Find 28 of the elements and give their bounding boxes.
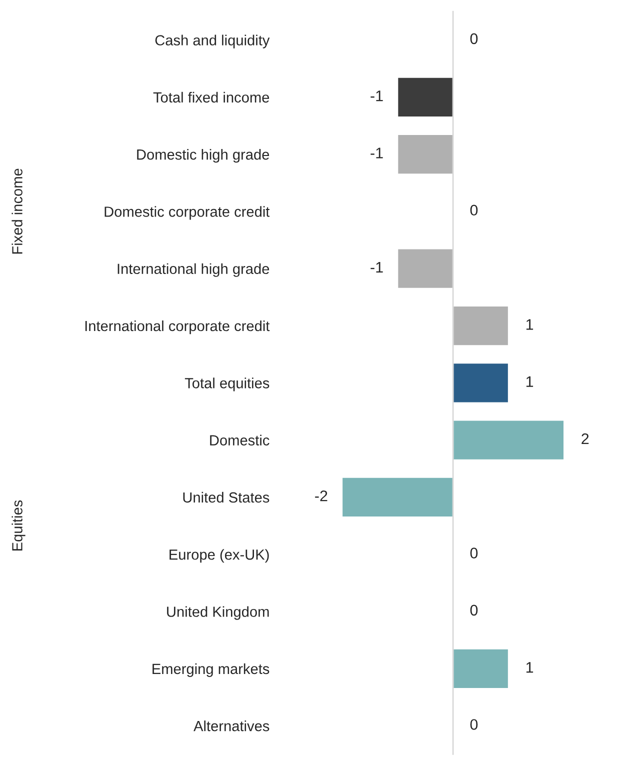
data-label: 1 (526, 319, 534, 330)
data-label: 0 (470, 604, 478, 616)
data-label: 0 (470, 719, 478, 730)
y-tick-label: Cash and liquidity (155, 34, 270, 48)
y-tick-label: United States (183, 492, 270, 503)
data-label: 0 (470, 548, 478, 558)
y-tick-label: Emerging markets (152, 663, 270, 677)
y-tick-label: Total equities (184, 378, 270, 392)
y-tick-label: Domestic (210, 434, 270, 446)
data-label: -1 (370, 148, 383, 158)
y-tick-label: Domestic high grade (137, 149, 270, 163)
y-tick-label: Alternatives (194, 720, 270, 732)
y-tick-label: International corporate credit (85, 320, 270, 334)
data-label: 2 (582, 433, 589, 444)
data-label: -1 (370, 90, 383, 102)
data-label: -2 (315, 490, 328, 502)
data-label: -1 (370, 262, 383, 273)
text: Equities (12, 500, 26, 551)
y-tick-label: International high grade (118, 263, 270, 277)
data-label: 1 (526, 376, 534, 387)
y-tick-label: Total fixed income (153, 92, 270, 103)
data-label: 0 (470, 204, 478, 216)
data-label: 1 (526, 662, 534, 673)
data-label: 0 (470, 33, 478, 44)
y-tick-label: United Kingdom (167, 606, 269, 620)
y-tick-label: Domestic corporate credit (104, 206, 270, 220)
text: Fixed income (12, 168, 22, 254)
y-tick-label: Europe (ex-UK) (170, 549, 269, 563)
